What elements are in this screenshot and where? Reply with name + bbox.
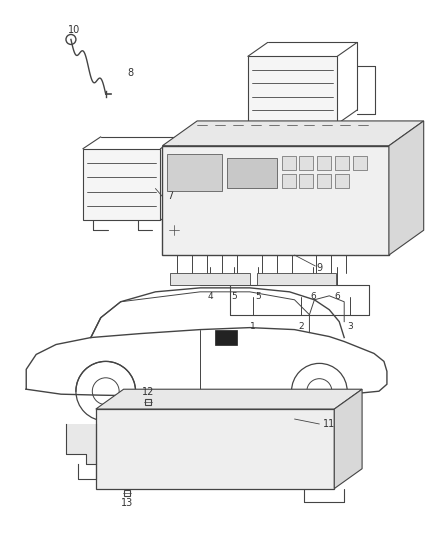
Text: 7: 7 <box>167 191 173 201</box>
Text: 1: 1 <box>250 322 256 331</box>
Text: 6: 6 <box>334 292 340 301</box>
Text: 6: 6 <box>311 292 316 301</box>
Bar <box>162 146 389 255</box>
Bar <box>248 56 337 124</box>
Bar <box>215 329 237 345</box>
Circle shape <box>361 166 381 185</box>
Polygon shape <box>66 424 96 464</box>
Text: 8: 8 <box>127 68 134 78</box>
Bar <box>282 174 296 188</box>
Bar <box>167 154 222 191</box>
Text: 9: 9 <box>316 263 322 273</box>
Bar <box>318 156 331 169</box>
Text: 5: 5 <box>255 292 261 301</box>
Bar <box>300 174 314 188</box>
Polygon shape <box>162 121 424 146</box>
Polygon shape <box>96 389 362 409</box>
Polygon shape <box>389 121 424 255</box>
Bar <box>353 156 367 169</box>
Bar <box>227 158 277 188</box>
Text: 13: 13 <box>120 498 133 508</box>
Bar <box>96 409 334 489</box>
Text: 5: 5 <box>231 292 237 301</box>
Bar <box>335 174 349 188</box>
Circle shape <box>353 158 389 193</box>
Text: 3: 3 <box>347 322 353 331</box>
Bar <box>318 174 331 188</box>
Text: 12: 12 <box>142 387 155 397</box>
Bar <box>300 156 314 169</box>
Text: 10: 10 <box>68 25 80 35</box>
Circle shape <box>170 225 179 235</box>
Bar <box>83 149 160 220</box>
Bar <box>282 156 296 169</box>
Text: 4: 4 <box>207 292 213 301</box>
Bar <box>335 156 349 169</box>
Bar <box>170 273 250 285</box>
Text: 2: 2 <box>299 322 304 331</box>
Text: 11: 11 <box>323 419 336 429</box>
Polygon shape <box>334 389 362 489</box>
Bar <box>257 273 336 285</box>
